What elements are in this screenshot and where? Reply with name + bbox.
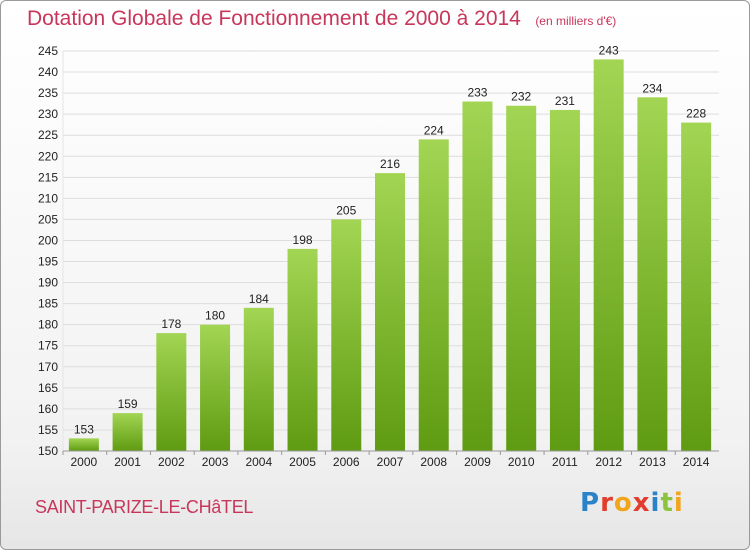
data-label: 184 xyxy=(249,292,269,306)
data-label: 180 xyxy=(205,309,225,323)
y-tick-label: 215 xyxy=(38,170,58,184)
data-label: 243 xyxy=(599,43,619,57)
data-label: 233 xyxy=(467,86,487,100)
data-label: 216 xyxy=(380,157,400,171)
data-label: 234 xyxy=(642,81,662,95)
x-tick-label: 2000 xyxy=(71,455,98,469)
x-tick-label: 2002 xyxy=(158,455,185,469)
y-tick-label: 240 xyxy=(38,65,58,79)
y-tick-label: 160 xyxy=(38,402,58,416)
bar xyxy=(331,219,362,451)
title-row: Dotation Globale de Fonctionnement de 20… xyxy=(27,7,616,31)
chart-title: Dotation Globale de Fonctionnement de 20… xyxy=(27,7,521,30)
logo-letter: r xyxy=(600,488,614,518)
data-label: 228 xyxy=(686,107,706,121)
y-tick-label: 200 xyxy=(38,233,58,247)
bar xyxy=(375,173,405,451)
bar xyxy=(462,101,493,452)
x-tick-label: 2006 xyxy=(333,455,360,469)
y-tick-label: 170 xyxy=(38,360,58,374)
bar xyxy=(681,122,712,451)
x-tick-label: 2013 xyxy=(639,455,666,469)
y-tick-label: 230 xyxy=(38,107,58,121)
commune-name: SAINT-PARIZE-LE-CHâTEL xyxy=(35,497,254,517)
y-tick-label: 180 xyxy=(38,318,58,332)
logo-letter: i xyxy=(673,488,684,518)
logo-letter: P xyxy=(580,488,601,518)
bar xyxy=(418,139,449,451)
y-tick-label: 205 xyxy=(38,212,58,226)
data-label: 178 xyxy=(161,317,181,331)
data-label: 198 xyxy=(293,233,313,247)
bar xyxy=(593,59,624,451)
label-layer: 153 159 178 180 184 198 205 216 224 233 232 231 243 2… xyxy=(74,43,707,436)
y-tick-label: 210 xyxy=(38,191,58,205)
y-tick-label: 225 xyxy=(38,128,58,142)
bar xyxy=(549,109,580,452)
logo-letter: t xyxy=(660,488,674,518)
data-label: 231 xyxy=(555,94,575,108)
data-label: 205 xyxy=(336,203,356,217)
y-tick-label: 155 xyxy=(38,423,58,437)
bar-layer xyxy=(68,59,712,452)
x-tick-label: 2005 xyxy=(289,455,316,469)
y-tick-label: 175 xyxy=(38,339,58,353)
y-tick-label: 220 xyxy=(38,149,58,163)
y-tick-label: 245 xyxy=(38,44,58,58)
x-tick-label: 2007 xyxy=(377,455,404,469)
logo-letter: i xyxy=(650,488,661,518)
y-tick-label: 185 xyxy=(38,297,58,311)
logo-letter: x xyxy=(632,488,651,518)
logo-letter: o xyxy=(613,488,633,518)
bar xyxy=(287,248,318,451)
y-tick-label: 235 xyxy=(38,86,58,100)
bar xyxy=(637,97,668,451)
x-tick-label: 2011 xyxy=(552,455,578,469)
y-tick-label: 190 xyxy=(38,276,58,290)
bar xyxy=(156,333,187,451)
x-tick-label: 2003 xyxy=(202,455,229,469)
data-label: 232 xyxy=(511,90,531,104)
y-tick-label: 150 xyxy=(38,444,58,458)
x-tick-label: 2012 xyxy=(595,455,622,469)
bar xyxy=(112,413,143,451)
bar xyxy=(200,324,231,451)
x-tick-label: 2008 xyxy=(420,455,447,469)
x-tick-label: 2004 xyxy=(245,455,272,469)
bar xyxy=(243,307,274,451)
x-tick-label: 2001 xyxy=(114,455,141,469)
x-tick-label: 2009 xyxy=(464,455,491,469)
y-tick-label: 195 xyxy=(38,255,58,269)
data-label: 159 xyxy=(118,397,138,411)
axis-layer: 150 155 160 165 170 175 180 185 190 195 200 205 210 2… xyxy=(38,44,719,469)
bar xyxy=(506,105,537,451)
x-tick-label: 2010 xyxy=(508,455,535,469)
bar xyxy=(68,438,99,451)
data-label: 153 xyxy=(74,422,94,436)
data-label: 224 xyxy=(424,123,444,137)
chart-unit: (en milliers d'€) xyxy=(535,14,617,28)
x-tick-label: 2014 xyxy=(683,455,710,469)
proxiti-logo[interactable]: Proxiti xyxy=(580,488,684,518)
y-tick-label: 165 xyxy=(38,381,58,395)
